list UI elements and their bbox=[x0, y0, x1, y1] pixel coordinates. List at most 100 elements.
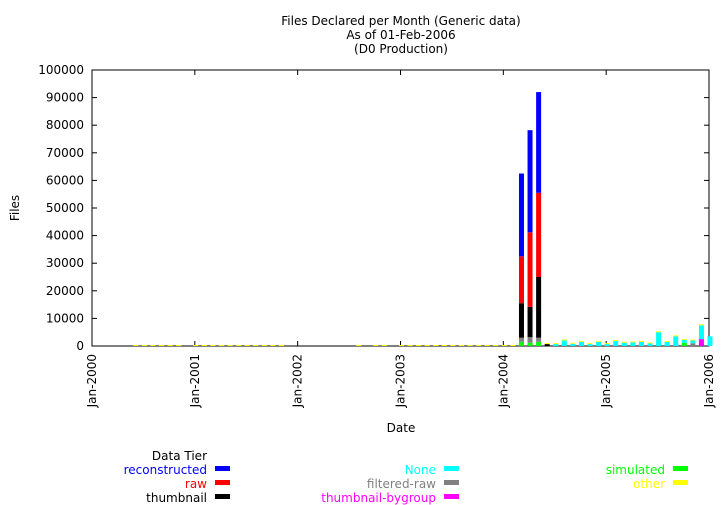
bar-none bbox=[613, 341, 619, 346]
y-tick-label: 70000 bbox=[46, 146, 84, 160]
y-axis-label: Files bbox=[8, 195, 22, 221]
x-tick-label: Jan-2001 bbox=[188, 354, 202, 408]
bar-reconstructed bbox=[518, 173, 524, 257]
bar-reconstructed bbox=[527, 130, 533, 233]
x-tick-label: Jan-2005 bbox=[599, 354, 613, 408]
x-tick-label: Jan-2000 bbox=[85, 354, 99, 408]
bar-none bbox=[698, 325, 704, 340]
bar-thumbnail bbox=[544, 344, 550, 346]
bar-none bbox=[630, 342, 636, 346]
bar-none bbox=[621, 342, 627, 346]
bar-other bbox=[561, 339, 567, 341]
bar-other bbox=[176, 345, 182, 346]
bar-other bbox=[570, 342, 576, 344]
bar-other bbox=[159, 345, 165, 346]
bar-filtered-raw bbox=[518, 337, 524, 342]
bar-filtered-raw bbox=[536, 337, 542, 342]
chart-subtitle-line-2: (D0 Production) bbox=[354, 42, 448, 56]
bar-simulated bbox=[681, 342, 687, 346]
bar-none bbox=[673, 336, 679, 346]
x-axis-label: Date bbox=[387, 421, 416, 435]
legend-label-other: other bbox=[633, 477, 665, 491]
bar-other bbox=[373, 345, 379, 346]
bar-other bbox=[578, 340, 584, 342]
bar-other bbox=[630, 341, 636, 343]
bar-other bbox=[433, 345, 439, 346]
y-tick-label: 90000 bbox=[46, 91, 84, 105]
bar-none bbox=[578, 341, 584, 346]
bar-thumbnail-bygroup bbox=[698, 339, 704, 346]
bar-other bbox=[133, 345, 139, 346]
legend-swatch-raw bbox=[215, 480, 230, 485]
x-tick-label: Jan-2004 bbox=[496, 354, 510, 408]
y-tick-label: 80000 bbox=[46, 118, 84, 132]
bar-other bbox=[167, 345, 173, 346]
bar-other bbox=[673, 335, 679, 337]
bar-none bbox=[690, 340, 696, 344]
bar-other bbox=[698, 324, 704, 326]
legend-label-filtered-raw: filtered-raw bbox=[367, 477, 436, 491]
legend-label-thumbnail-bygroup: thumbnail-bygroup bbox=[321, 491, 436, 505]
bar-none bbox=[570, 343, 576, 346]
bar-other bbox=[553, 343, 559, 345]
legend-swatch-filtered-raw bbox=[444, 480, 459, 485]
bar-filtered-raw bbox=[690, 343, 696, 346]
legend-swatch-thumbnail-bygroup bbox=[444, 494, 459, 499]
y-tick-label: 50000 bbox=[46, 201, 84, 215]
bar-other bbox=[621, 341, 627, 343]
bar-none bbox=[604, 344, 610, 346]
bar-other bbox=[227, 345, 233, 346]
bar-none bbox=[638, 341, 644, 346]
bar-thumbnail bbox=[527, 306, 533, 338]
bar-none bbox=[587, 344, 593, 346]
bar-none bbox=[553, 344, 559, 346]
legend-swatch-none bbox=[444, 466, 459, 471]
bar-other bbox=[501, 345, 507, 346]
bar-other bbox=[236, 345, 242, 346]
y-tick-label: 10000 bbox=[46, 311, 84, 325]
bar-none bbox=[647, 343, 653, 346]
bar-other bbox=[201, 345, 207, 346]
x-axis: Jan-2000 Jan-2001 Jan-2002 Jan-2003 Jan-2004… bbox=[85, 70, 716, 408]
bar-other bbox=[664, 340, 670, 342]
bar-other bbox=[544, 343, 550, 345]
bar-other bbox=[261, 345, 267, 346]
bar-other bbox=[450, 345, 456, 346]
bar-other bbox=[270, 345, 276, 346]
y-tick-label: 100000 bbox=[38, 63, 84, 77]
x-tick-label: Jan-2006 bbox=[702, 354, 716, 408]
bar-other bbox=[476, 345, 482, 346]
bar-filtered-raw bbox=[527, 337, 533, 343]
bar-raw bbox=[527, 232, 533, 307]
bar-raw bbox=[536, 192, 542, 277]
legend-label-simulated: simulated bbox=[606, 463, 665, 477]
bar-raw bbox=[518, 256, 524, 304]
y-tick-label: 20000 bbox=[46, 284, 84, 298]
bar-other bbox=[690, 339, 696, 341]
bar-other bbox=[604, 343, 610, 345]
bar-none bbox=[656, 332, 662, 346]
bar-other bbox=[596, 340, 602, 342]
bar-other bbox=[613, 340, 619, 342]
y-tick-label: 40000 bbox=[46, 229, 84, 243]
bar-other bbox=[638, 340, 644, 342]
legend-title: Data Tier bbox=[152, 449, 207, 463]
bar-other bbox=[407, 345, 413, 346]
x-tick-label: Jan-2003 bbox=[394, 354, 408, 408]
legend-label-none: None bbox=[405, 463, 436, 477]
bar-other bbox=[150, 345, 156, 346]
bar-other bbox=[681, 338, 687, 340]
bar-simulated bbox=[518, 341, 524, 346]
bar-other bbox=[510, 345, 516, 346]
bar-other bbox=[467, 345, 473, 346]
y-tick-label: 0 bbox=[76, 339, 84, 353]
bar-none bbox=[561, 340, 567, 346]
bar-other bbox=[587, 343, 593, 345]
bar-other bbox=[210, 345, 216, 346]
bar-simulated bbox=[536, 341, 542, 346]
legend-swatch-simulated bbox=[673, 466, 688, 471]
bar-none bbox=[681, 339, 687, 343]
y-axis: 0 10000 20000 30000 40000 50000 60000 70000 8000… bbox=[38, 63, 709, 353]
bar-none bbox=[596, 341, 602, 346]
